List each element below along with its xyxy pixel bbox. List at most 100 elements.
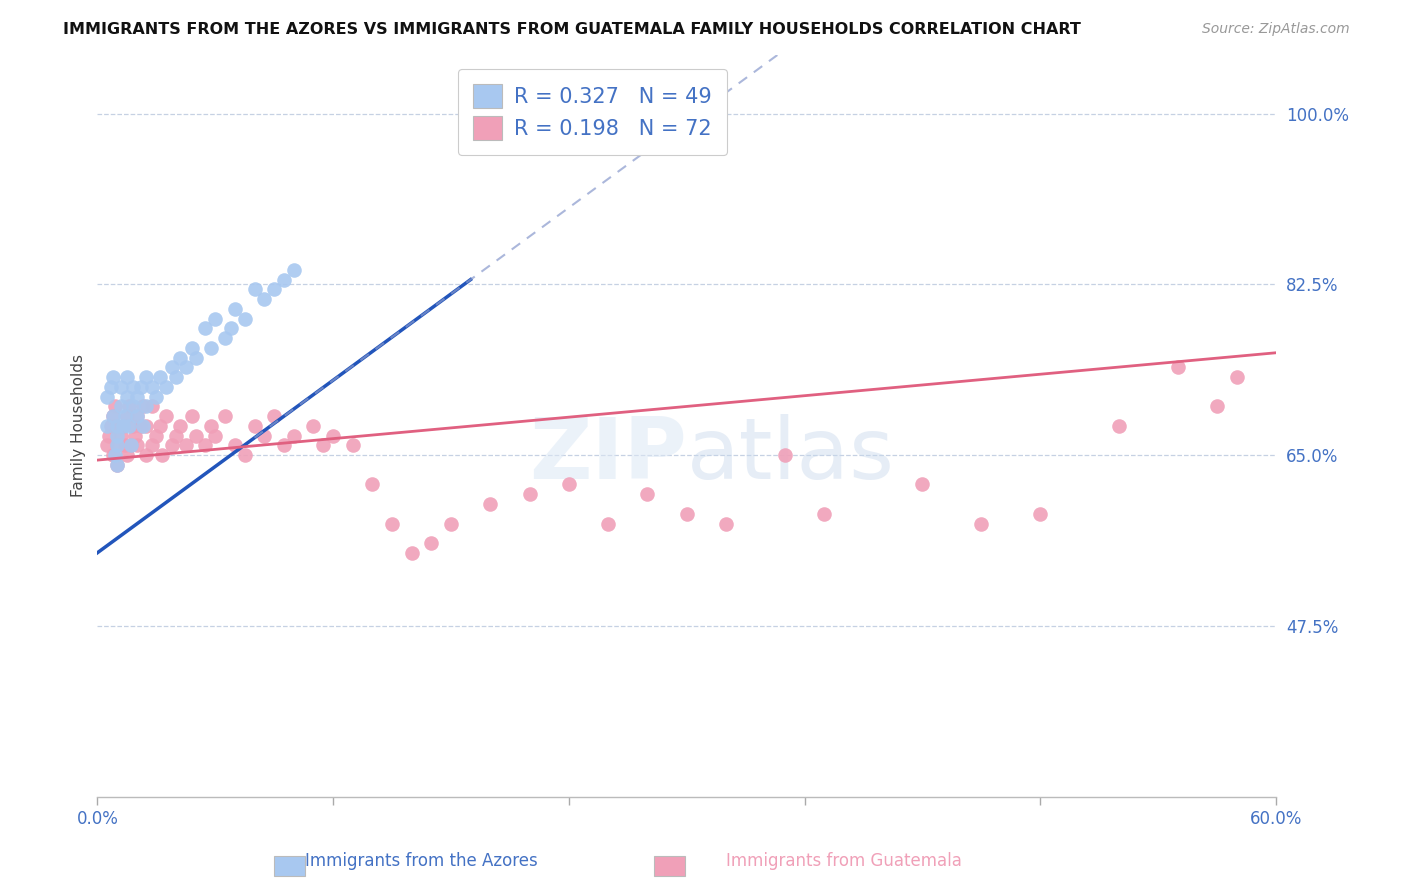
Legend: R = 0.327   N = 49, R = 0.198   N = 72: R = 0.327 N = 49, R = 0.198 N = 72 (458, 70, 727, 155)
Point (105, 419, 128, 434)
Point (115, 409, 138, 424)
Point (120, 438, 142, 452)
Point (115, 448, 138, 462)
Point (125, 438, 148, 452)
Point (401, 546, 423, 560)
Point (342, 438, 364, 452)
Point (111, 419, 134, 434)
Point (135, 419, 157, 434)
Point (155, 380, 177, 394)
Point (273, 438, 295, 452)
Point (1226, 370, 1249, 384)
Point (219, 321, 242, 335)
Point (184, 428, 207, 442)
Point (121, 419, 143, 434)
Point (155, 409, 177, 424)
Point (598, 516, 620, 531)
Point (160, 360, 183, 375)
Point (135, 400, 157, 414)
Point (96, 419, 118, 434)
Point (773, 448, 796, 462)
Point (224, 301, 246, 316)
Point (200, 419, 222, 434)
Point (1167, 360, 1189, 375)
Point (243, 282, 266, 296)
Point (115, 390, 138, 404)
Point (312, 438, 335, 452)
Point (129, 380, 152, 394)
Point (100, 419, 122, 434)
Point (101, 409, 124, 424)
Point (204, 311, 226, 326)
Point (165, 428, 187, 442)
Point (180, 341, 202, 355)
Point (200, 341, 222, 355)
Point (125, 409, 148, 424)
Point (124, 428, 146, 442)
Text: Source: ZipAtlas.com: Source: ZipAtlas.com (1202, 22, 1350, 37)
Point (160, 438, 183, 452)
Point (283, 428, 305, 442)
Point (1029, 507, 1052, 521)
Point (558, 477, 581, 491)
Point (105, 419, 128, 434)
Point (98, 428, 121, 442)
Point (125, 409, 148, 424)
Point (479, 497, 502, 511)
Point (253, 428, 276, 442)
Point (145, 390, 167, 404)
Point (224, 438, 246, 452)
Point (361, 477, 384, 491)
Point (204, 428, 226, 442)
Point (96, 438, 118, 452)
Point (233, 311, 256, 326)
Text: Immigrants from Guatemala: Immigrants from Guatemala (725, 852, 962, 870)
Point (214, 331, 236, 345)
Point (283, 262, 305, 277)
Point (120, 438, 142, 452)
Point (141, 380, 163, 394)
Point (118, 400, 141, 414)
Point (114, 409, 136, 424)
Point (420, 536, 443, 550)
Point (135, 448, 157, 462)
Point (675, 507, 697, 521)
Point (174, 360, 197, 375)
Text: Immigrants from the Azores: Immigrants from the Azores (305, 852, 538, 870)
Point (322, 428, 344, 442)
Point (519, 97, 541, 112)
Point (141, 438, 163, 452)
Point (194, 321, 217, 335)
Point (150, 448, 173, 462)
Point (101, 370, 124, 384)
Point (714, 516, 737, 531)
Point (169, 351, 191, 365)
Point (174, 438, 197, 452)
Point (149, 419, 172, 434)
Point (1108, 419, 1130, 434)
Text: ZIP: ZIP (529, 414, 686, 497)
Point (118, 419, 141, 434)
Point (104, 400, 127, 414)
Point (131, 400, 153, 414)
Point (519, 487, 541, 501)
Point (970, 516, 993, 531)
Point (169, 419, 191, 434)
Point (184, 351, 207, 365)
Point (101, 448, 124, 462)
Point (813, 507, 835, 521)
Point (104, 448, 127, 462)
Point (121, 400, 143, 414)
Point (115, 370, 138, 384)
Point (105, 458, 128, 472)
Point (381, 516, 404, 531)
Point (101, 409, 124, 424)
Point (911, 477, 934, 491)
Point (135, 370, 157, 384)
Point (105, 428, 128, 442)
Point (121, 380, 143, 394)
Y-axis label: Family Households: Family Households (72, 354, 86, 498)
Point (105, 458, 128, 472)
Point (440, 516, 463, 531)
Point (149, 370, 172, 384)
